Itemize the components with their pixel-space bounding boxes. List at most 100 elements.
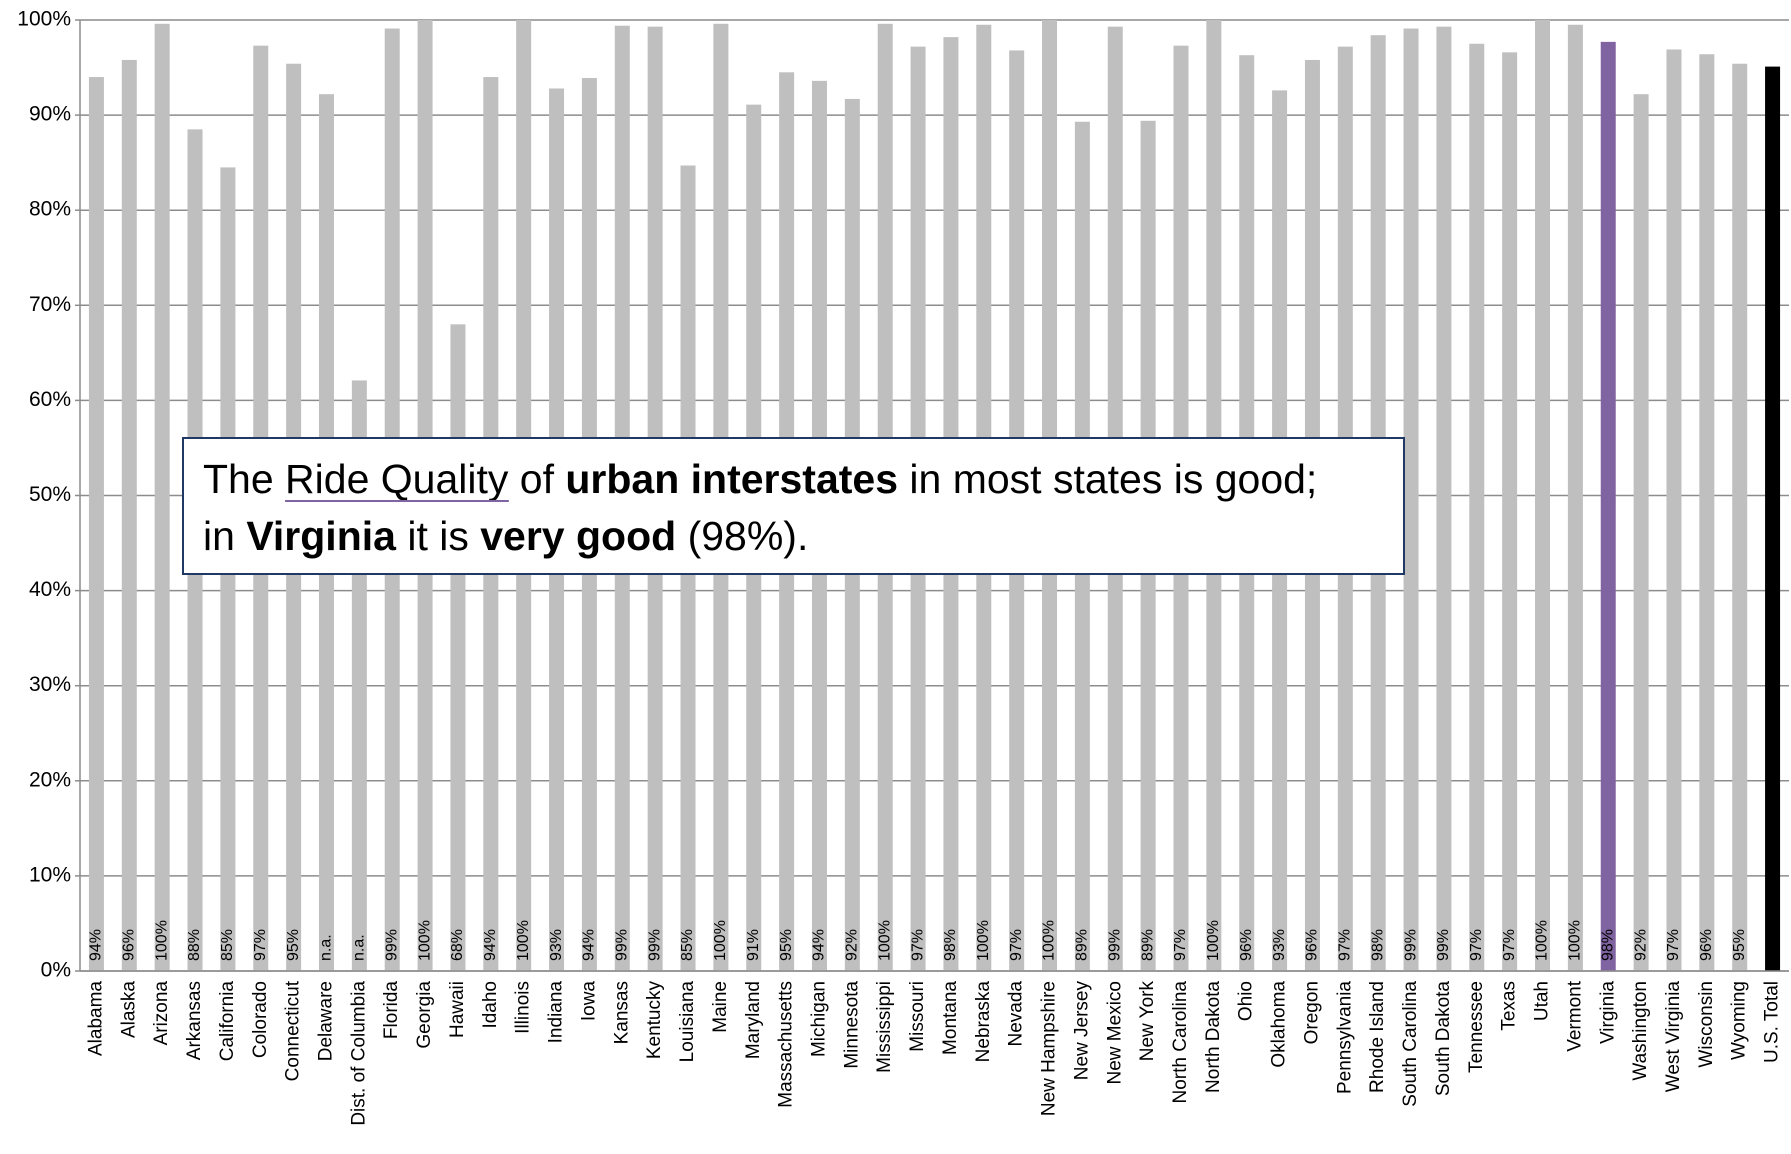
annotation-text: urban interstates: [565, 456, 898, 502]
value-label: 100%: [153, 920, 170, 961]
value-label: 98%: [942, 929, 959, 961]
value-label: 99%: [1106, 929, 1123, 961]
x-tick-label: Alabama: [85, 981, 106, 1056]
x-tick-label: U.S. Total: [1762, 981, 1783, 1063]
value-label: 92%: [1632, 929, 1649, 961]
y-tick-label: 0%: [41, 959, 71, 982]
x-tick-label: New Mexico: [1104, 981, 1125, 1084]
y-tick-label: 20%: [29, 768, 71, 791]
x-tick-label: Florida: [381, 981, 402, 1040]
x-tick-label: Maryland: [743, 981, 764, 1059]
value-label: 97%: [1468, 929, 1485, 961]
value-label: n.a.: [351, 934, 368, 961]
x-tick-label: Mississippi: [874, 981, 895, 1073]
y-tick-label: 10%: [29, 863, 71, 886]
bar: [88, 77, 104, 971]
x-tick-label: Arkansas: [184, 981, 205, 1060]
x-tick-label: New York: [1137, 981, 1158, 1062]
value-label: 96%: [1698, 929, 1715, 961]
value-label: 97%: [1665, 929, 1682, 961]
y-tick-label: 90%: [29, 103, 71, 126]
bar: [154, 23, 170, 971]
x-tick-label: Colorado: [250, 981, 271, 1058]
x-tick-label: North Dakota: [1203, 981, 1224, 1093]
x-tick-label: Rhode Island: [1367, 981, 1388, 1093]
bar: [1535, 20, 1551, 971]
value-label: 97%: [909, 929, 926, 961]
value-label: 85%: [679, 929, 696, 961]
x-tick-label: Nebraska: [973, 981, 994, 1063]
y-tick-label: 40%: [29, 578, 71, 601]
x-tick-label: Georgia: [414, 981, 435, 1049]
x-tick-label: Louisiana: [677, 981, 698, 1063]
value-label: 100%: [712, 920, 729, 961]
value-label: 97%: [1008, 929, 1025, 961]
x-tick-label: New Hampshire: [1039, 981, 1060, 1116]
value-label: 100%: [1041, 920, 1058, 961]
x-tick-label: Maine: [710, 981, 731, 1033]
x-tick-label: Oregon: [1301, 981, 1322, 1044]
value-label: 100%: [416, 920, 433, 961]
bar: [121, 59, 137, 971]
value-label: 92%: [844, 929, 861, 961]
value-label: 100%: [1205, 920, 1222, 961]
x-tick-label: New Jersey: [1071, 981, 1092, 1081]
axes: 0% 10% 20% 30% 40% 50% 60% 70% 80% 90% 100% Alabama…: [17, 8, 1789, 1126]
annotation-text: very good: [480, 513, 676, 559]
y-tick-label: 30%: [29, 673, 71, 696]
x-tick-label: Ohio: [1236, 981, 1257, 1021]
value-label: 95%: [285, 929, 302, 961]
x-tick-label: Texas: [1499, 981, 1520, 1031]
x-tick-label: Missouri: [907, 981, 928, 1052]
bar: [1666, 49, 1682, 971]
value-label: 96%: [1238, 929, 1255, 961]
annotation-text: in most states is good;: [898, 456, 1317, 502]
value-label: 85%: [219, 929, 236, 961]
x-tick-label: Wyoming: [1729, 981, 1750, 1060]
value-label: 94%: [581, 929, 598, 961]
annotation-line: The Ride Quality of urban interstates in…: [203, 456, 1317, 502]
value-label: 100%: [975, 920, 992, 961]
value-label: 94%: [811, 929, 828, 961]
x-tick-label: Kentucky: [644, 981, 665, 1060]
x-tick-label: Kansas: [611, 981, 632, 1044]
x-tick-label: Iowa: [578, 981, 599, 1022]
bar: [1699, 54, 1715, 971]
annotation-text: The: [203, 456, 285, 502]
y-tick-label: 70%: [29, 293, 71, 316]
value-label: 100%: [1534, 920, 1551, 961]
x-tick-label: Michigan: [808, 981, 829, 1057]
bar: [1567, 24, 1583, 971]
x-tick-label: Pennsylvania: [1334, 981, 1355, 1094]
annotation-text: Ride Quality: [285, 456, 509, 502]
x-tick-label: Vermont: [1564, 980, 1585, 1051]
value-label: 99%: [1402, 929, 1419, 961]
value-label: 93%: [1271, 929, 1288, 961]
value-label: 100%: [1567, 920, 1584, 961]
value-label: 98%: [1369, 929, 1386, 961]
value-label: n.a.: [318, 934, 335, 961]
y-tick-label: 50%: [29, 483, 71, 506]
x-tick-label: Nevada: [1006, 981, 1027, 1047]
bar: [1436, 26, 1452, 972]
value-label: 97%: [1172, 929, 1189, 961]
value-label: 93%: [548, 929, 565, 961]
bar: [1765, 66, 1781, 971]
x-tick-label: Tennessee: [1466, 981, 1487, 1073]
x-tick-label: Washington: [1630, 981, 1651, 1081]
value-label: 99%: [613, 929, 630, 961]
value-label: 100%: [876, 920, 893, 961]
x-tick-label: California: [217, 981, 238, 1062]
annotation-line: in Virginia it is very good (98%).: [203, 513, 808, 559]
bar: [1732, 63, 1748, 972]
bar: [1600, 41, 1616, 972]
x-tick-label: Hawaii: [447, 981, 468, 1038]
x-tick-label: South Dakota: [1433, 981, 1454, 1097]
value-label: 94%: [482, 929, 499, 961]
x-tick-label: Delaware: [316, 981, 337, 1061]
y-tick-label: 60%: [29, 388, 71, 411]
y-tick-label: 100%: [17, 8, 71, 31]
annotation-text: (98%).: [676, 513, 808, 559]
value-label: 99%: [383, 929, 400, 961]
x-tick-label: Utah: [1532, 981, 1553, 1021]
